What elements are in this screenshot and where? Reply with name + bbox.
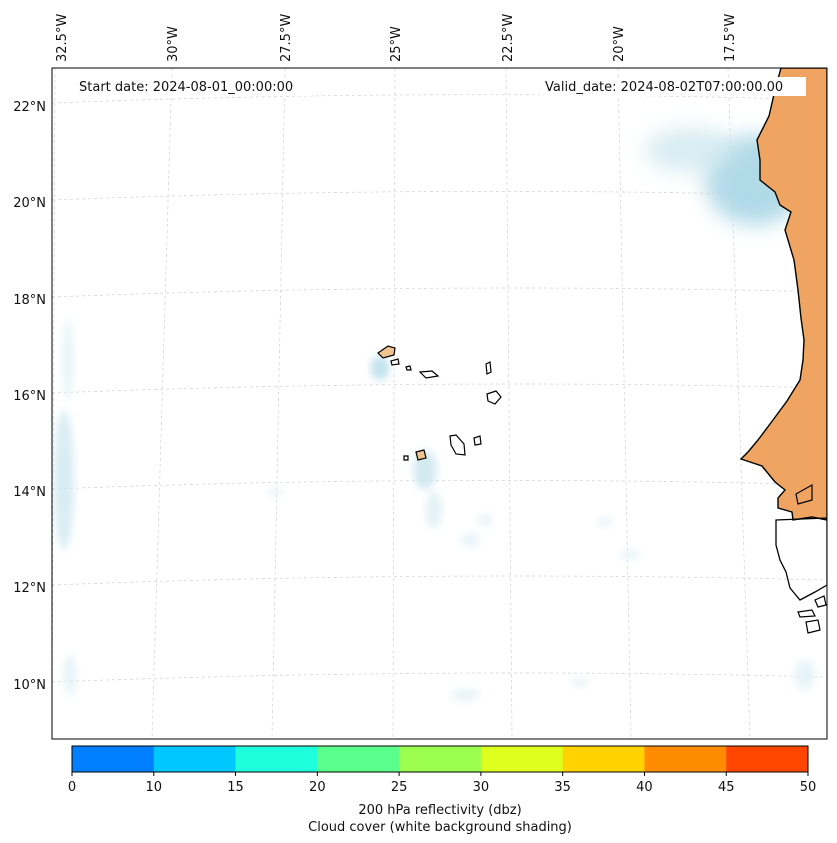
- colorbar-tick-label: 20: [309, 780, 326, 795]
- colorbar-segment-5: [480, 746, 564, 772]
- boa-vista-island: [486, 390, 502, 405]
- colorbar-segment-4: [399, 746, 482, 772]
- bijagos-islands: [797, 595, 827, 634]
- colorbar-segment-0: [72, 746, 155, 772]
- lon-label-27-5w: 27.5°W: [279, 14, 294, 62]
- colorbar-tick-label: 25: [391, 780, 408, 795]
- brava-island: [403, 455, 409, 461]
- colorbar-segment-8: [726, 746, 809, 772]
- senegal-river-mouth: [795, 483, 813, 505]
- fogo-island: [415, 449, 427, 461]
- map-area[interactable]: [52, 68, 827, 739]
- colorbar-tick-label: 15: [227, 780, 244, 795]
- latitude-labels: 22°N 20°N 18°N 16°N 14°N 12°N 10°N: [13, 100, 46, 693]
- colorbar-tick-label: 40: [636, 780, 653, 795]
- start-date-box: [74, 77, 312, 96]
- colorbar-tick-label: 10: [146, 780, 163, 795]
- lat-label-16n: 16°N: [13, 389, 46, 404]
- lat-label-22n: 22°N: [13, 100, 46, 115]
- colorbar-tick-label: 0: [68, 780, 76, 795]
- colorbar-segments: [72, 746, 809, 772]
- sao-nicolau-island: [418, 370, 440, 379]
- africa-mainland: [739, 68, 827, 521]
- maio-island: [473, 435, 482, 446]
- longitude-labels: 32.5°W 30°W 27.5°W 25°W 22.5°W 20°W 17.5…: [55, 14, 738, 62]
- lon-label-32-5w: 32.5°W: [55, 14, 70, 62]
- sao-vicente-island: [390, 358, 400, 366]
- colorbar-segment-1: [153, 746, 237, 772]
- lat-label-20n: 20°N: [13, 196, 46, 211]
- colorbar-ticks: 0 10 15 20 25 30 35 40 45 50: [68, 772, 816, 795]
- santa-luzia-island: [405, 365, 412, 371]
- colorbar-tick-label: 50: [800, 780, 817, 795]
- lat-label-12n: 12°N: [13, 581, 46, 596]
- lon-label-25w: 25°W: [389, 26, 404, 62]
- valid-date-label: Valid_date: 2024-08-02T07:00:00.00: [545, 80, 783, 95]
- start-date-label: Start date: 2024-08-01_00:00:00: [79, 80, 293, 95]
- colorbar: 0 10 15 20 25 30 35 40 45 50 200 hPa reflectivity…: [68, 745, 816, 835]
- colorbar-tick-label: 45: [718, 780, 735, 795]
- colorbar-segment-2: [235, 746, 318, 772]
- colorbar-title: 200 hPa reflectivity (dbz): [358, 803, 521, 818]
- guinea-bissau-coast: [775, 517, 827, 601]
- lon-label-20w: 20°W: [612, 26, 627, 62]
- colorbar-segment-6: [562, 746, 645, 772]
- cape-verde-islands: [377, 345, 502, 461]
- lat-label-14n: 14°N: [13, 485, 46, 500]
- colorbar-tick-label: 30: [473, 780, 490, 795]
- map-frame: [51, 67, 828, 740]
- santo-antao-island: [377, 345, 396, 359]
- lon-label-22-5w: 22.5°W: [501, 14, 516, 62]
- valid-date-box: [540, 77, 806, 96]
- latitude-gridlines: [52, 94, 827, 683]
- lat-label-10n: 10°N: [13, 678, 46, 693]
- lon-label-30w: 30°W: [166, 26, 181, 62]
- sal-island: [485, 361, 492, 375]
- lat-label-18n: 18°N: [13, 293, 46, 308]
- colorbar-segment-3: [317, 746, 400, 772]
- colorbar-subtitle: Cloud cover (white background shading): [308, 820, 572, 835]
- colorbar-tick-label: 35: [554, 780, 571, 795]
- lon-label-17-5w: 17.5°W: [723, 14, 738, 62]
- colorbar-segment-7: [644, 746, 727, 772]
- colorbar-frame: [71, 745, 809, 773]
- santiago-island: [449, 434, 466, 456]
